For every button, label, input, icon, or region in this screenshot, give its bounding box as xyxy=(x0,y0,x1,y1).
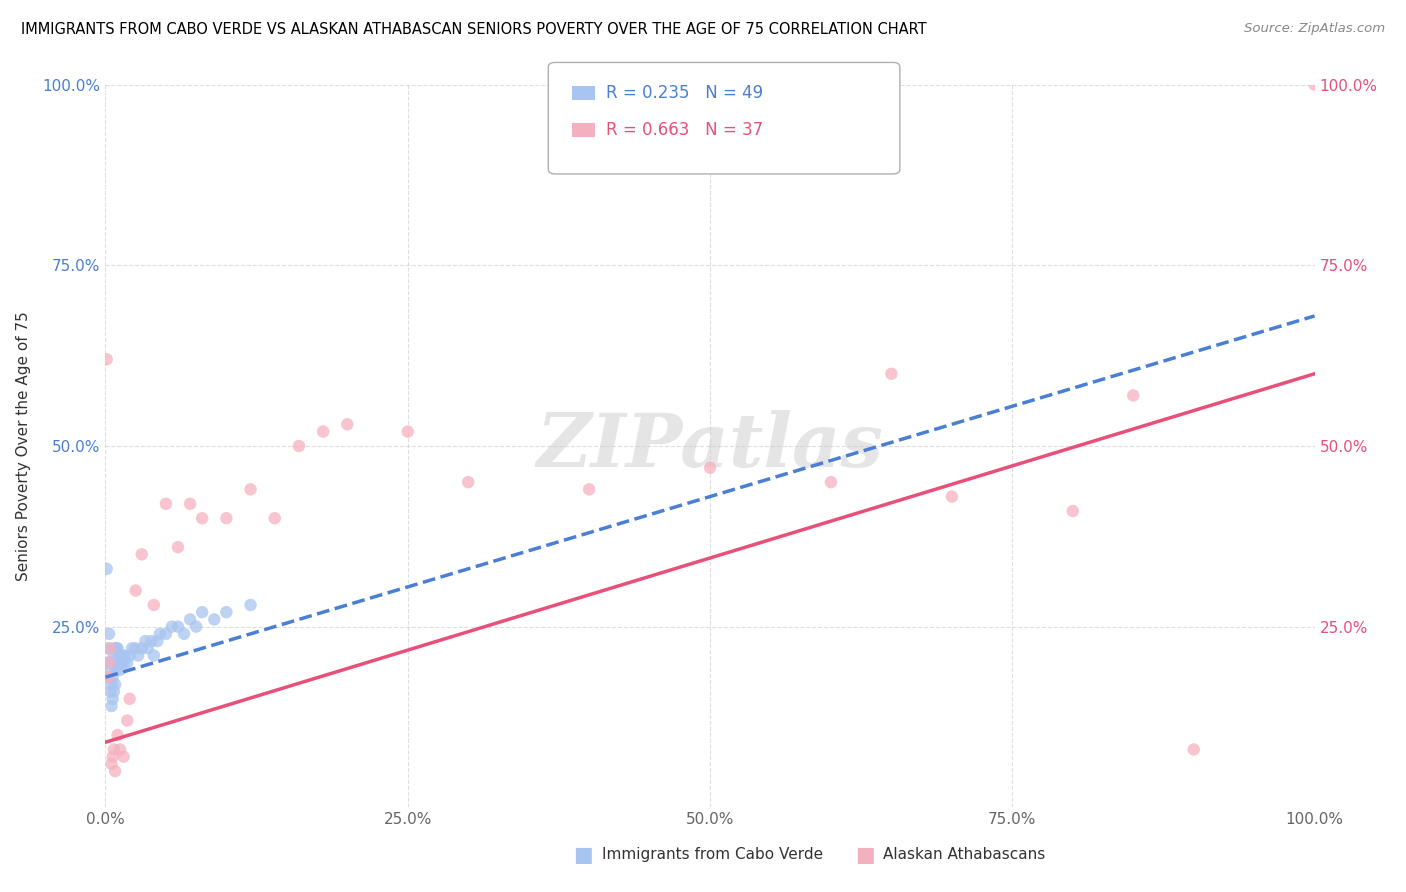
Point xyxy=(1303,78,1326,92)
Point xyxy=(124,583,148,598)
Point xyxy=(1182,742,1205,756)
Point xyxy=(191,511,214,525)
Point xyxy=(118,648,141,663)
Point xyxy=(104,764,127,778)
Point xyxy=(111,648,134,663)
Point xyxy=(98,641,121,656)
Point xyxy=(110,656,132,670)
Point xyxy=(98,627,121,641)
Point xyxy=(97,641,120,656)
Point xyxy=(100,756,122,771)
Y-axis label: Seniors Poverty Over the Age of 75: Seniors Poverty Over the Age of 75 xyxy=(17,311,31,581)
Point xyxy=(288,439,311,453)
Point xyxy=(103,648,125,663)
Point xyxy=(107,656,129,670)
Point xyxy=(179,497,201,511)
Point xyxy=(103,684,125,698)
Point xyxy=(101,670,124,684)
Point xyxy=(215,605,238,619)
Point xyxy=(98,670,121,684)
Point xyxy=(131,641,153,656)
Point xyxy=(97,656,120,670)
Point xyxy=(97,670,120,684)
Point xyxy=(880,367,903,381)
Point xyxy=(167,619,190,633)
Point xyxy=(239,598,262,612)
Point xyxy=(336,417,359,432)
Point xyxy=(104,677,127,691)
Point xyxy=(100,677,122,691)
Point xyxy=(108,742,131,756)
Point xyxy=(215,511,238,525)
Point xyxy=(101,692,124,706)
Point xyxy=(239,483,262,497)
Point xyxy=(202,612,225,626)
Point xyxy=(160,619,183,633)
Point xyxy=(98,656,121,670)
Point xyxy=(173,627,195,641)
Point xyxy=(115,656,138,670)
Point xyxy=(142,598,165,612)
Point xyxy=(191,605,214,619)
Text: ZIPatlas: ZIPatlas xyxy=(537,409,883,483)
Point xyxy=(121,641,143,656)
Point xyxy=(127,648,149,663)
Point xyxy=(114,648,136,663)
Point xyxy=(457,475,479,489)
Point xyxy=(112,749,135,764)
Point xyxy=(312,425,335,439)
Point xyxy=(107,728,129,742)
Point xyxy=(941,490,963,504)
Text: R = 0.235   N = 49: R = 0.235 N = 49 xyxy=(606,84,763,102)
Point xyxy=(134,634,156,648)
Point xyxy=(699,460,721,475)
Text: ■: ■ xyxy=(574,845,593,864)
Point xyxy=(96,562,118,576)
Text: Immigrants from Cabo Verde: Immigrants from Cabo Verde xyxy=(602,847,823,862)
Text: R = 0.663   N = 37: R = 0.663 N = 37 xyxy=(606,121,763,139)
Point xyxy=(107,641,129,656)
Point xyxy=(1062,504,1084,518)
Point xyxy=(263,511,285,525)
Point xyxy=(101,749,124,764)
Point xyxy=(136,641,159,656)
Point xyxy=(1122,388,1144,402)
Point xyxy=(115,714,138,728)
Point xyxy=(131,548,153,562)
Text: IMMIGRANTS FROM CABO VERDE VS ALASKAN ATHABASCAN SENIORS POVERTY OVER THE AGE OF: IMMIGRANTS FROM CABO VERDE VS ALASKAN AT… xyxy=(21,22,927,37)
Point xyxy=(96,352,118,367)
Point xyxy=(103,742,125,756)
Point xyxy=(98,656,121,670)
Point xyxy=(112,656,135,670)
Point xyxy=(578,483,600,497)
Point xyxy=(105,641,128,656)
Text: Source: ZipAtlas.com: Source: ZipAtlas.com xyxy=(1244,22,1385,36)
Point xyxy=(820,475,842,489)
Point xyxy=(149,627,172,641)
Point xyxy=(108,663,131,677)
Point xyxy=(142,648,165,663)
Point xyxy=(105,663,128,677)
Point xyxy=(118,692,141,706)
Point xyxy=(155,497,177,511)
Point xyxy=(141,634,163,648)
Point xyxy=(98,684,121,698)
Point xyxy=(186,619,208,633)
Point xyxy=(167,540,190,554)
Point xyxy=(179,612,201,626)
Point xyxy=(104,641,127,656)
Point xyxy=(146,634,169,648)
Point xyxy=(396,425,419,439)
Point xyxy=(98,663,121,677)
Point xyxy=(100,656,122,670)
Point xyxy=(100,699,122,714)
Point xyxy=(107,648,129,663)
Text: ■: ■ xyxy=(855,845,875,864)
Text: Alaskan Athabascans: Alaskan Athabascans xyxy=(883,847,1045,862)
Point xyxy=(155,627,177,641)
Point xyxy=(124,641,148,656)
